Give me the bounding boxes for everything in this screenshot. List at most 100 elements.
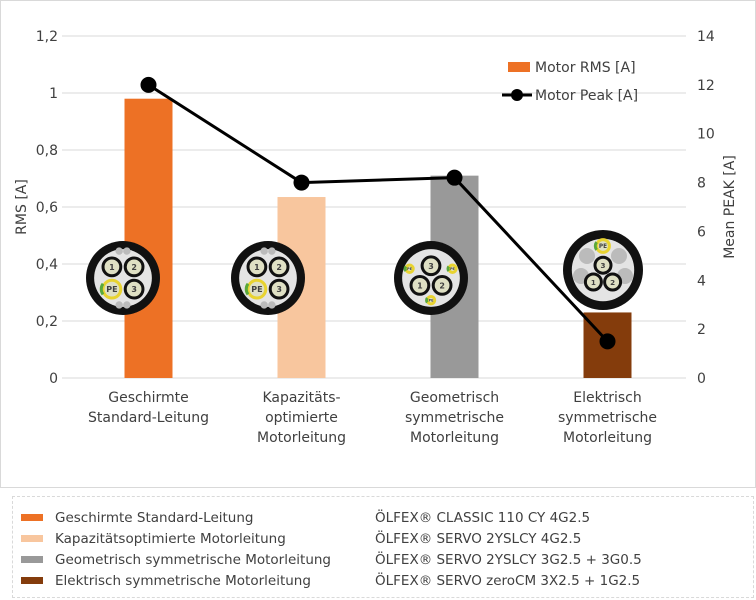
core-label: PE — [407, 267, 412, 271]
x-category-label: Geschirmte — [108, 390, 188, 406]
legend-product: ÖLFEX® SERVO zeroCM 3X2.5 + 1G2.5 — [375, 572, 641, 589]
core-label: 3 — [131, 285, 137, 294]
core-icon — [420, 255, 442, 277]
filler — [579, 248, 595, 264]
x-category-label: Geometrisch — [410, 390, 499, 406]
legend-cable-type: Geschirmte Standard-Leitung — [55, 509, 254, 526]
filler — [268, 247, 276, 255]
legend-row: Kapazitätsoptimierte Motorleitung ÖLFEX®… — [21, 528, 581, 549]
y-tick-label: 1,2 — [36, 29, 58, 45]
cable-cross-section-icon: 3 1 2 PE PE PE — [394, 241, 468, 315]
filler — [115, 301, 123, 309]
cable-cross-section-icon: 1 2 PE 3 — [86, 241, 160, 315]
legend-rms-label: Motor RMS [A] — [535, 60, 636, 76]
pe-stripe — [593, 241, 598, 251]
y-axis-label: RMS [A] — [14, 179, 30, 235]
y-tick-label: 0,6 — [36, 200, 58, 216]
core-icon — [268, 278, 290, 300]
legend-bar-swatch — [508, 62, 530, 72]
legend-product: ÖLFEX® CLASSIC 110 CY 4G2.5 — [375, 509, 591, 526]
x-category-label: Motorleitung — [410, 430, 499, 446]
core-label: 3 — [600, 261, 605, 270]
y2-tick-label: 2 — [697, 322, 706, 338]
core-label: 1 — [417, 282, 423, 291]
filler — [268, 301, 276, 309]
y2-tick-label: 6 — [697, 224, 706, 240]
filler — [611, 248, 627, 264]
y-tick-label: 0,2 — [36, 314, 58, 330]
core-label: 1 — [254, 263, 260, 272]
core-label: 2 — [439, 282, 445, 291]
legend-swatch — [21, 577, 43, 584]
filler — [115, 247, 123, 255]
core-label: 1 — [591, 278, 596, 287]
core-label: 3 — [428, 262, 434, 271]
y-tick-label: 0,8 — [36, 143, 58, 159]
core-label: 2 — [610, 278, 615, 287]
core-label: 3 — [276, 285, 282, 294]
core-label: 2 — [131, 263, 137, 272]
pe-stripe — [425, 297, 429, 304]
core-icon — [593, 255, 613, 275]
peak-marker — [446, 169, 463, 186]
filler — [260, 301, 268, 309]
x-category-label: Elektrisch — [573, 390, 641, 406]
core-icon — [101, 256, 123, 278]
bar-1 — [124, 98, 173, 378]
cable-cross-section-icon: 1 2 PE 3 — [231, 241, 305, 315]
peak-line — [147, 83, 609, 343]
legend-cable-type: Geometrisch symmetrische Motorleitung — [55, 551, 332, 568]
peak-marker — [599, 333, 616, 350]
pe-core-icon — [246, 278, 268, 300]
product-legend: Geschirmte Standard-Leitung ÖLFEX® CLASS… — [12, 496, 754, 598]
y2-tick-label: 12 — [697, 78, 715, 94]
chart-frame — [0, 0, 756, 488]
y2-tick-label: 0 — [697, 371, 706, 387]
core-label: PE — [429, 298, 434, 302]
core-label: PE — [450, 267, 455, 271]
x-category-label: Motorleitung — [257, 430, 346, 446]
pe-stripe — [99, 282, 105, 296]
legend-swatch — [21, 556, 43, 563]
legend-swatch — [21, 514, 43, 521]
core-label: PE — [599, 244, 607, 250]
core-icon — [431, 275, 453, 296]
core-icon — [603, 272, 623, 292]
legend-cable-type: Elektrisch symmetrische Motorleitung — [55, 572, 311, 589]
pe-core-icon — [101, 278, 123, 300]
legend-row: Geometrisch symmetrische Motorleitung ÖL… — [21, 549, 642, 570]
core-icon — [123, 278, 145, 300]
core-icon — [268, 256, 290, 278]
legend-product: ÖLFEX® SERVO 2YSLCY 4G2.5 — [375, 530, 582, 547]
y-tick-label: 1 — [49, 86, 58, 102]
x-category-label: Kapazitäts- — [262, 390, 340, 406]
core-label: PE — [106, 285, 117, 294]
x-category-label: symmetrische — [558, 410, 657, 426]
y2-axis-label: Mean PEAK [A] — [722, 155, 738, 259]
peak-marker — [293, 174, 310, 191]
core-label: 2 — [276, 263, 282, 272]
pe-stripe — [403, 265, 408, 272]
filler — [123, 301, 131, 309]
x-category-label: symmetrische — [405, 410, 504, 426]
pe-stripe — [244, 282, 250, 296]
x-category-label: Standard-Leitung — [88, 410, 209, 426]
core-label: PE — [251, 285, 262, 294]
core-icon — [246, 256, 268, 278]
legend-peak-label: Motor Peak [A] — [535, 88, 638, 104]
legend-cable-type: Kapazitätsoptimierte Motorleitung — [55, 530, 286, 547]
legend-swatch — [21, 535, 43, 542]
y2-tick-label: 10 — [697, 127, 715, 143]
legend-product: ÖLFEX® SERVO 2YSLCY 3G2.5 + 3G0.5 — [375, 551, 642, 568]
x-category-label: optimierte — [265, 410, 338, 426]
y-tick-label: 0 — [49, 371, 58, 387]
cable-cross-section-icon: PE 31 2 — [563, 230, 643, 310]
core-label: 1 — [109, 263, 115, 272]
y2-tick-label: 4 — [697, 273, 706, 289]
legend-row: Geschirmte Standard-Leitung ÖLFEX® CLASS… — [21, 507, 590, 528]
legend-line-marker — [511, 89, 523, 101]
filler — [123, 247, 131, 255]
peak-marker — [140, 76, 157, 93]
